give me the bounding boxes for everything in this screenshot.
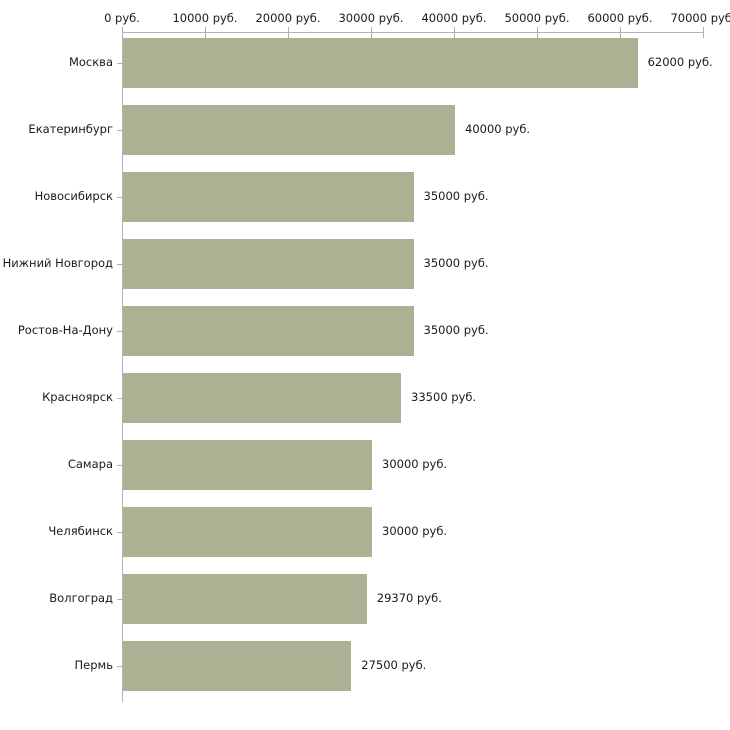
- bar-value-label: 33500 руб.: [411, 390, 477, 404]
- bar[interactable]: [123, 38, 638, 88]
- x-axis-tick-label: 60000 руб.: [587, 11, 653, 25]
- bar[interactable]: [123, 373, 402, 423]
- x-axis-tick: [537, 27, 538, 38]
- bar[interactable]: [123, 574, 367, 624]
- x-axis-tick-label: 70000 руб.: [670, 11, 730, 25]
- bar-row[interactable]: Красноярск 33500 руб.: [0, 373, 730, 423]
- bar-row[interactable]: Нижний Новгород 35000 руб.: [0, 239, 730, 289]
- x-axis-tick: [703, 27, 704, 38]
- bar[interactable]: [123, 239, 414, 289]
- x-axis-tick: [454, 27, 455, 38]
- bar-value-label: 40000 руб.: [465, 122, 531, 136]
- bar-value-label: 35000 руб.: [423, 256, 489, 270]
- x-axis-tick-label: 10000 руб.: [172, 11, 238, 25]
- bar-row[interactable]: Ростов-На-Дону 35000 руб.: [0, 306, 730, 356]
- category-label: Челябинск: [48, 524, 113, 538]
- x-axis-tick: [205, 27, 206, 38]
- y-axis-tick: [117, 666, 122, 667]
- x-axis-tick: [620, 27, 621, 38]
- bar-row[interactable]: Екатеринбург 40000 руб.: [0, 105, 730, 155]
- category-label: Пермь: [74, 658, 113, 672]
- bar[interactable]: [123, 105, 455, 155]
- bar-row[interactable]: Самара 30000 руб.: [0, 440, 730, 490]
- category-label: Нижний Новгород: [2, 256, 113, 270]
- x-axis-tick: [288, 27, 289, 38]
- bar-value-label: 35000 руб.: [423, 323, 489, 337]
- x-axis-tick-label: 0 руб.: [104, 11, 140, 25]
- bar-row[interactable]: Челябинск 30000 руб.: [0, 507, 730, 557]
- category-label: Екатеринбург: [28, 122, 113, 136]
- bar[interactable]: [123, 440, 372, 490]
- bar-row[interactable]: Волгоград 29370 руб.: [0, 574, 730, 624]
- x-axis-tick-label: 40000 руб.: [421, 11, 487, 25]
- bar[interactable]: [123, 507, 372, 557]
- category-label: Красноярск: [42, 390, 113, 404]
- x-axis-tick-label: 30000 руб.: [338, 11, 404, 25]
- y-axis-tick: [117, 63, 122, 64]
- y-axis-tick: [117, 465, 122, 466]
- y-axis-line: [122, 32, 123, 702]
- category-label: Самара: [67, 457, 113, 471]
- category-label: Волгоград: [49, 591, 113, 605]
- bar-value-label: 29370 руб.: [376, 591, 442, 605]
- bar[interactable]: [123, 641, 352, 691]
- bar-row[interactable]: Новосибирск 35000 руб.: [0, 172, 730, 222]
- y-axis-tick: [117, 264, 122, 265]
- bar[interactable]: [123, 172, 414, 222]
- bar-value-label: 30000 руб.: [382, 524, 448, 538]
- y-axis-tick: [117, 130, 122, 131]
- bar-value-label: 35000 руб.: [423, 189, 489, 203]
- y-axis-tick: [117, 599, 122, 600]
- x-axis-tick: [371, 27, 372, 38]
- x-axis-tick-label: 50000 руб.: [504, 11, 570, 25]
- y-axis-tick: [117, 398, 122, 399]
- y-axis-tick: [117, 331, 122, 332]
- bar-row[interactable]: Пермь 27500 руб.: [0, 641, 730, 691]
- bar-value-label: 30000 руб.: [382, 457, 448, 471]
- y-axis-tick: [117, 197, 122, 198]
- bar-value-label: 27500 руб.: [361, 658, 427, 672]
- bar[interactable]: [123, 306, 414, 356]
- category-label: Ростов-На-Дону: [17, 323, 113, 337]
- bar-value-label: 62000 руб.: [647, 55, 713, 69]
- category-label: Новосибирск: [34, 189, 113, 203]
- category-label: Москва: [68, 55, 113, 69]
- x-axis-tick-label: 20000 руб.: [255, 11, 321, 25]
- y-axis-tick: [117, 532, 122, 533]
- x-axis-line: [122, 32, 703, 33]
- bar-row[interactable]: Москва 62000 руб.: [0, 38, 730, 88]
